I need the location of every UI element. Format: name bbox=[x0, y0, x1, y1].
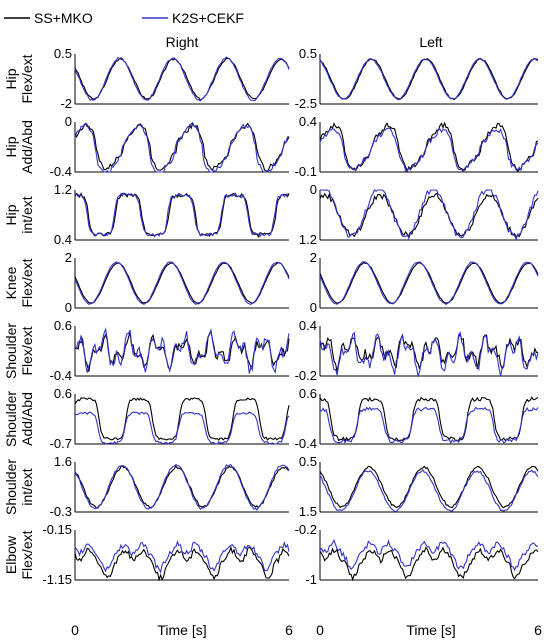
y-tick-bottom: -0.4 bbox=[50, 368, 72, 383]
panel-hip-flex-ext-right: 0.5 -2 HipFlex/ext bbox=[3, 46, 290, 111]
series-line-ss-mko bbox=[319, 57, 539, 101]
row-label: ElbowFlex/ext bbox=[3, 530, 35, 579]
panel-shoulder-int-ext-right: 1.6 -0.3 Shoulderint/ext bbox=[3, 454, 290, 519]
panel-elbow-flex-ext-left: -0.2 -1 bbox=[295, 522, 539, 587]
series-line-ss-mko bbox=[319, 121, 539, 173]
x-tick-left-end: 6 bbox=[534, 622, 542, 638]
panel-knee-flex-ext-left: 20 bbox=[310, 250, 539, 315]
series-line-k2s-cekf bbox=[319, 331, 539, 379]
panel-hip-add-abd-left: 0.4 -0.1 bbox=[295, 114, 539, 179]
y-tick-bottom: 1.2 bbox=[299, 232, 317, 247]
x-axis-label-right: Time [s] bbox=[157, 622, 206, 638]
panel-hip-add-abd-right: 0 -0.4 HipAdd/Abd bbox=[3, 114, 290, 179]
x-tick-left-start: 0 bbox=[316, 622, 324, 638]
panel-shoulder-int-ext-left: 0.5 1.5 bbox=[299, 454, 539, 519]
y-tick-bottom: -0.3 bbox=[50, 504, 72, 519]
series-line-ss-mko bbox=[74, 57, 290, 101]
panel-knee-flex-ext-right: 2 0 KneeFlex/ext bbox=[3, 250, 290, 315]
y-tick-bottom: -0.4 bbox=[295, 436, 317, 451]
x-tick-right-end: 6 bbox=[285, 622, 293, 638]
series-line-k2s-cekf bbox=[320, 189, 539, 241]
y-tick-bottom: -0.4 bbox=[50, 164, 72, 179]
series-line-k2s-cekf bbox=[319, 468, 539, 513]
series-line-k2s-cekf bbox=[74, 56, 290, 102]
series-line-k2s-cekf bbox=[319, 406, 539, 444]
y-tick-top: 0.5 bbox=[54, 46, 72, 61]
y-tick-top: 0.6 bbox=[299, 386, 317, 401]
panel-hip-int-ext-right: 1.2 0.4 Hipint/ext bbox=[3, 182, 290, 247]
y-tick-bottom: 0.4 bbox=[54, 232, 72, 247]
row-label: ShoulderAdd/Abd bbox=[3, 391, 35, 447]
y-tick-bottom: -0.2 bbox=[295, 368, 317, 383]
series-line-k2s-cekf bbox=[74, 261, 290, 305]
series-line-ss-mko bbox=[74, 192, 290, 238]
y-tick-bottom: -2 bbox=[60, 96, 72, 111]
series-line-k2s-cekf bbox=[74, 327, 290, 375]
y-tick-top: 0.4 bbox=[299, 114, 317, 129]
legend-label-k2s-cekf: K2S+CEKF bbox=[172, 10, 244, 26]
panel-shoulder-flex-ext-left: 0.4 -0.2 bbox=[295, 318, 539, 383]
row-label: HipAdd/Abd bbox=[3, 120, 35, 174]
y-tick-top: 1.6 bbox=[54, 454, 72, 469]
series-line-ss-mko bbox=[319, 192, 539, 238]
y-tick-bottom: 0 bbox=[65, 300, 72, 315]
panel-hip-int-ext-left: 01.2 bbox=[299, 182, 539, 247]
y-tick-top: -0.15 bbox=[42, 522, 72, 537]
series-line-k2s-cekf bbox=[319, 57, 539, 101]
y-tick-top: 0 bbox=[65, 114, 72, 129]
y-tick-top: 0.5 bbox=[299, 454, 317, 469]
legend: SS+MKO K2S+CEKF bbox=[4, 10, 244, 26]
y-tick-bottom: -0.1 bbox=[295, 164, 317, 179]
series-line-k2s-cekf bbox=[319, 261, 539, 305]
y-tick-top: 2 bbox=[65, 250, 72, 265]
series-line-ss-mko bbox=[319, 396, 539, 443]
column-header-left: Left bbox=[419, 34, 442, 50]
row-label: HipFlex/ext bbox=[3, 54, 35, 103]
panel-shoulder-add-abd-left: 0.6 -0.4 bbox=[295, 386, 539, 451]
panel-shoulder-flex-ext-right: 0.6 -0.4 ShoulderFlex/ext bbox=[3, 318, 290, 383]
y-tick-bottom: -1 bbox=[305, 572, 317, 587]
row-label: KneeFlex/ext bbox=[3, 258, 35, 307]
series-line-ss-mko bbox=[319, 262, 539, 305]
y-tick-bottom: 1.5 bbox=[299, 504, 317, 519]
y-tick-bottom: -1.15 bbox=[42, 572, 72, 587]
series-line-ss-mko bbox=[74, 121, 290, 172]
panels: 0.5 -2 HipFlex/ext 0.5 -2.5 0 -0.4 HipAdd/Abd 0.… bbox=[3, 46, 539, 587]
series-line-k2s-cekf bbox=[319, 538, 539, 572]
series-line-ss-mko bbox=[319, 465, 539, 509]
series-line-k2s-cekf bbox=[74, 411, 290, 445]
series-line-ss-mko bbox=[74, 465, 290, 510]
series-line-ss-mko bbox=[319, 546, 539, 582]
y-tick-top: 0.6 bbox=[54, 386, 72, 401]
series-line-ss-mko bbox=[74, 261, 290, 305]
x-tick-right-start: 0 bbox=[71, 622, 79, 638]
series-line-k2s-cekf bbox=[74, 463, 290, 511]
row-label: Shoulderint/ext bbox=[3, 459, 35, 515]
y-tick-top: -0.2 bbox=[295, 522, 317, 537]
y-tick-bottom: -0.7 bbox=[50, 436, 72, 451]
y-tick-top: 2 bbox=[310, 250, 317, 265]
panel-shoulder-add-abd-right: 0.6 -0.7 ShoulderAdd/Abd bbox=[3, 386, 290, 451]
y-tick-top: 0.6 bbox=[54, 318, 72, 333]
y-tick-bottom: -2.5 bbox=[295, 96, 317, 111]
y-tick-bottom: 0 bbox=[310, 300, 317, 315]
legend-label-ss-mko: SS+MKO bbox=[34, 10, 93, 26]
series-line-k2s-cekf bbox=[319, 127, 539, 173]
row-label: Hipint/ext bbox=[3, 196, 35, 233]
series-line-k2s-cekf bbox=[74, 122, 290, 173]
series-line-ss-mko bbox=[74, 397, 290, 441]
y-tick-top: 0.5 bbox=[299, 46, 317, 61]
series-line-k2s-cekf bbox=[74, 192, 290, 238]
panel-elbow-flex-ext-right: -0.15 -1.15 ElbowFlex/ext bbox=[3, 522, 290, 587]
y-tick-top: 0.4 bbox=[299, 318, 317, 333]
y-tick-top: 0 bbox=[310, 182, 317, 197]
panel-hip-flex-ext-left: 0.5 -2.5 bbox=[295, 46, 539, 111]
row-label: ShoulderFlex/ext bbox=[3, 323, 35, 379]
y-tick-top: 1.2 bbox=[54, 182, 72, 197]
series-line-k2s-cekf bbox=[74, 540, 290, 574]
x-axis-label-left: Time [s] bbox=[406, 622, 455, 638]
column-header-right: Right bbox=[166, 34, 199, 50]
